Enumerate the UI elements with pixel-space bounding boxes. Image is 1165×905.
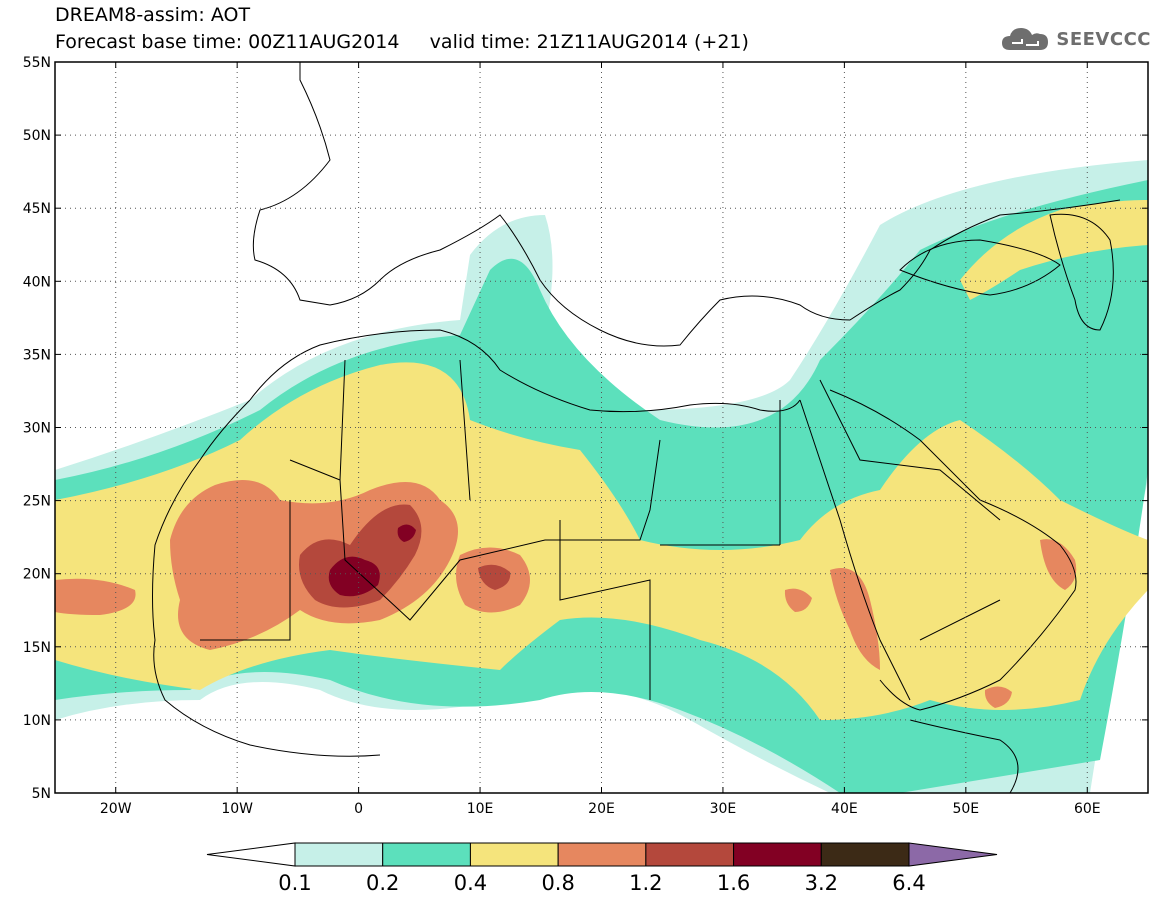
y-tick-label: 20N — [23, 567, 51, 583]
colorbar-arrow-low — [206, 842, 296, 867]
aot-contour-1.6 — [328, 556, 380, 597]
coastline-red-sea — [799, 399, 911, 701]
y-tick-label: 50N — [23, 128, 51, 144]
aot-contour-1.6-b — [397, 524, 416, 542]
y-tick-label: 40N — [23, 274, 51, 290]
border-line-3 — [200, 379, 1001, 641]
colorbar-label: 0.4 — [454, 871, 487, 895]
aot-contour-0.8-g — [784, 588, 812, 612]
title-line-2: Forecast base time: 00Z11AUG2014 valid t… — [55, 31, 749, 53]
y-tick-label: 35N — [23, 347, 51, 363]
x-tick-label: 40E — [831, 801, 858, 817]
colorbar-swatch — [469, 842, 559, 867]
colorbar-label: 3.2 — [805, 871, 838, 895]
coastline-arabia — [829, 389, 1077, 711]
brand-logo: SEEVCCC — [1000, 24, 1151, 54]
colorbar-swatch — [557, 842, 647, 867]
colorbar-swatch — [645, 842, 735, 867]
x-tick-label: 20W — [100, 801, 132, 817]
colorbar-swatch — [820, 842, 910, 867]
gridlines — [55, 62, 1148, 793]
x-tick-label: 10E — [467, 801, 494, 817]
x-tick-label: 50E — [952, 801, 979, 817]
x-tick-label: 20E — [588, 801, 615, 817]
aot-contour-0.8-e — [1040, 539, 1077, 590]
colorbar-swatch — [294, 842, 384, 867]
colorbar-swatch — [382, 842, 471, 867]
colorbar-label: 0.1 — [278, 871, 311, 895]
colorbar-label: 1.6 — [717, 871, 750, 895]
cloud-icon — [1002, 28, 1049, 50]
colorbar-label: 0.8 — [541, 871, 574, 895]
aot-contour-0.4-north — [960, 200, 1148, 300]
y-tick-label: 5N — [32, 786, 51, 802]
coastline-caspian — [1049, 213, 1114, 331]
aot-contour-0.8-f — [984, 686, 1012, 708]
coastline-west-africa — [152, 399, 381, 757]
y-tick-label: 55N — [23, 55, 51, 71]
y-tick-label: 25N — [23, 494, 51, 510]
title-line-1: DREAM8-assim: AOT — [55, 4, 251, 26]
y-tick-label: 30N — [23, 421, 51, 437]
coastline-horn — [909, 719, 1019, 793]
x-tick-label: 10W — [221, 801, 253, 817]
aot-field — [55, 160, 1148, 793]
coastline-north-africa — [249, 329, 801, 413]
x-tick-label: 60E — [1074, 801, 1101, 817]
coastlines — [152, 62, 1121, 793]
x-axis-ticks: 20W 10W 0 10E 20E 30E 40E 50E 60E — [100, 62, 1101, 817]
colorbar-arrow-high — [908, 842, 998, 867]
colorbar-swatch — [733, 842, 822, 867]
colorbar-label: 0.2 — [366, 871, 399, 895]
y-axis-ticks: 55N 50N 45N 40N 35N 30N 25N 20N 15N 10N 5N — [23, 55, 1148, 802]
brand-name: SEEVCCC — [1056, 28, 1151, 50]
border-line-2 — [339, 359, 780, 700]
y-tick-label: 45N — [23, 201, 51, 217]
coastline-black-sea — [899, 239, 1061, 296]
border-line-1 — [289, 439, 661, 621]
coastline-europe — [252, 62, 1121, 347]
x-tick-label: 0 — [354, 801, 363, 817]
y-tick-label: 10N — [23, 713, 51, 729]
colorbar: 0.1 0.2 0.4 0.8 1.2 1.6 3.2 6.4 — [206, 842, 998, 895]
y-tick-label: 15N — [23, 640, 51, 656]
x-tick-label: 30E — [710, 801, 737, 817]
aot-contour-0.8-d — [830, 568, 880, 670]
aot-contour-1.2-b — [478, 564, 511, 590]
colorbar-label: 1.2 — [629, 871, 662, 895]
colorbar-label: 6.4 — [892, 871, 925, 895]
